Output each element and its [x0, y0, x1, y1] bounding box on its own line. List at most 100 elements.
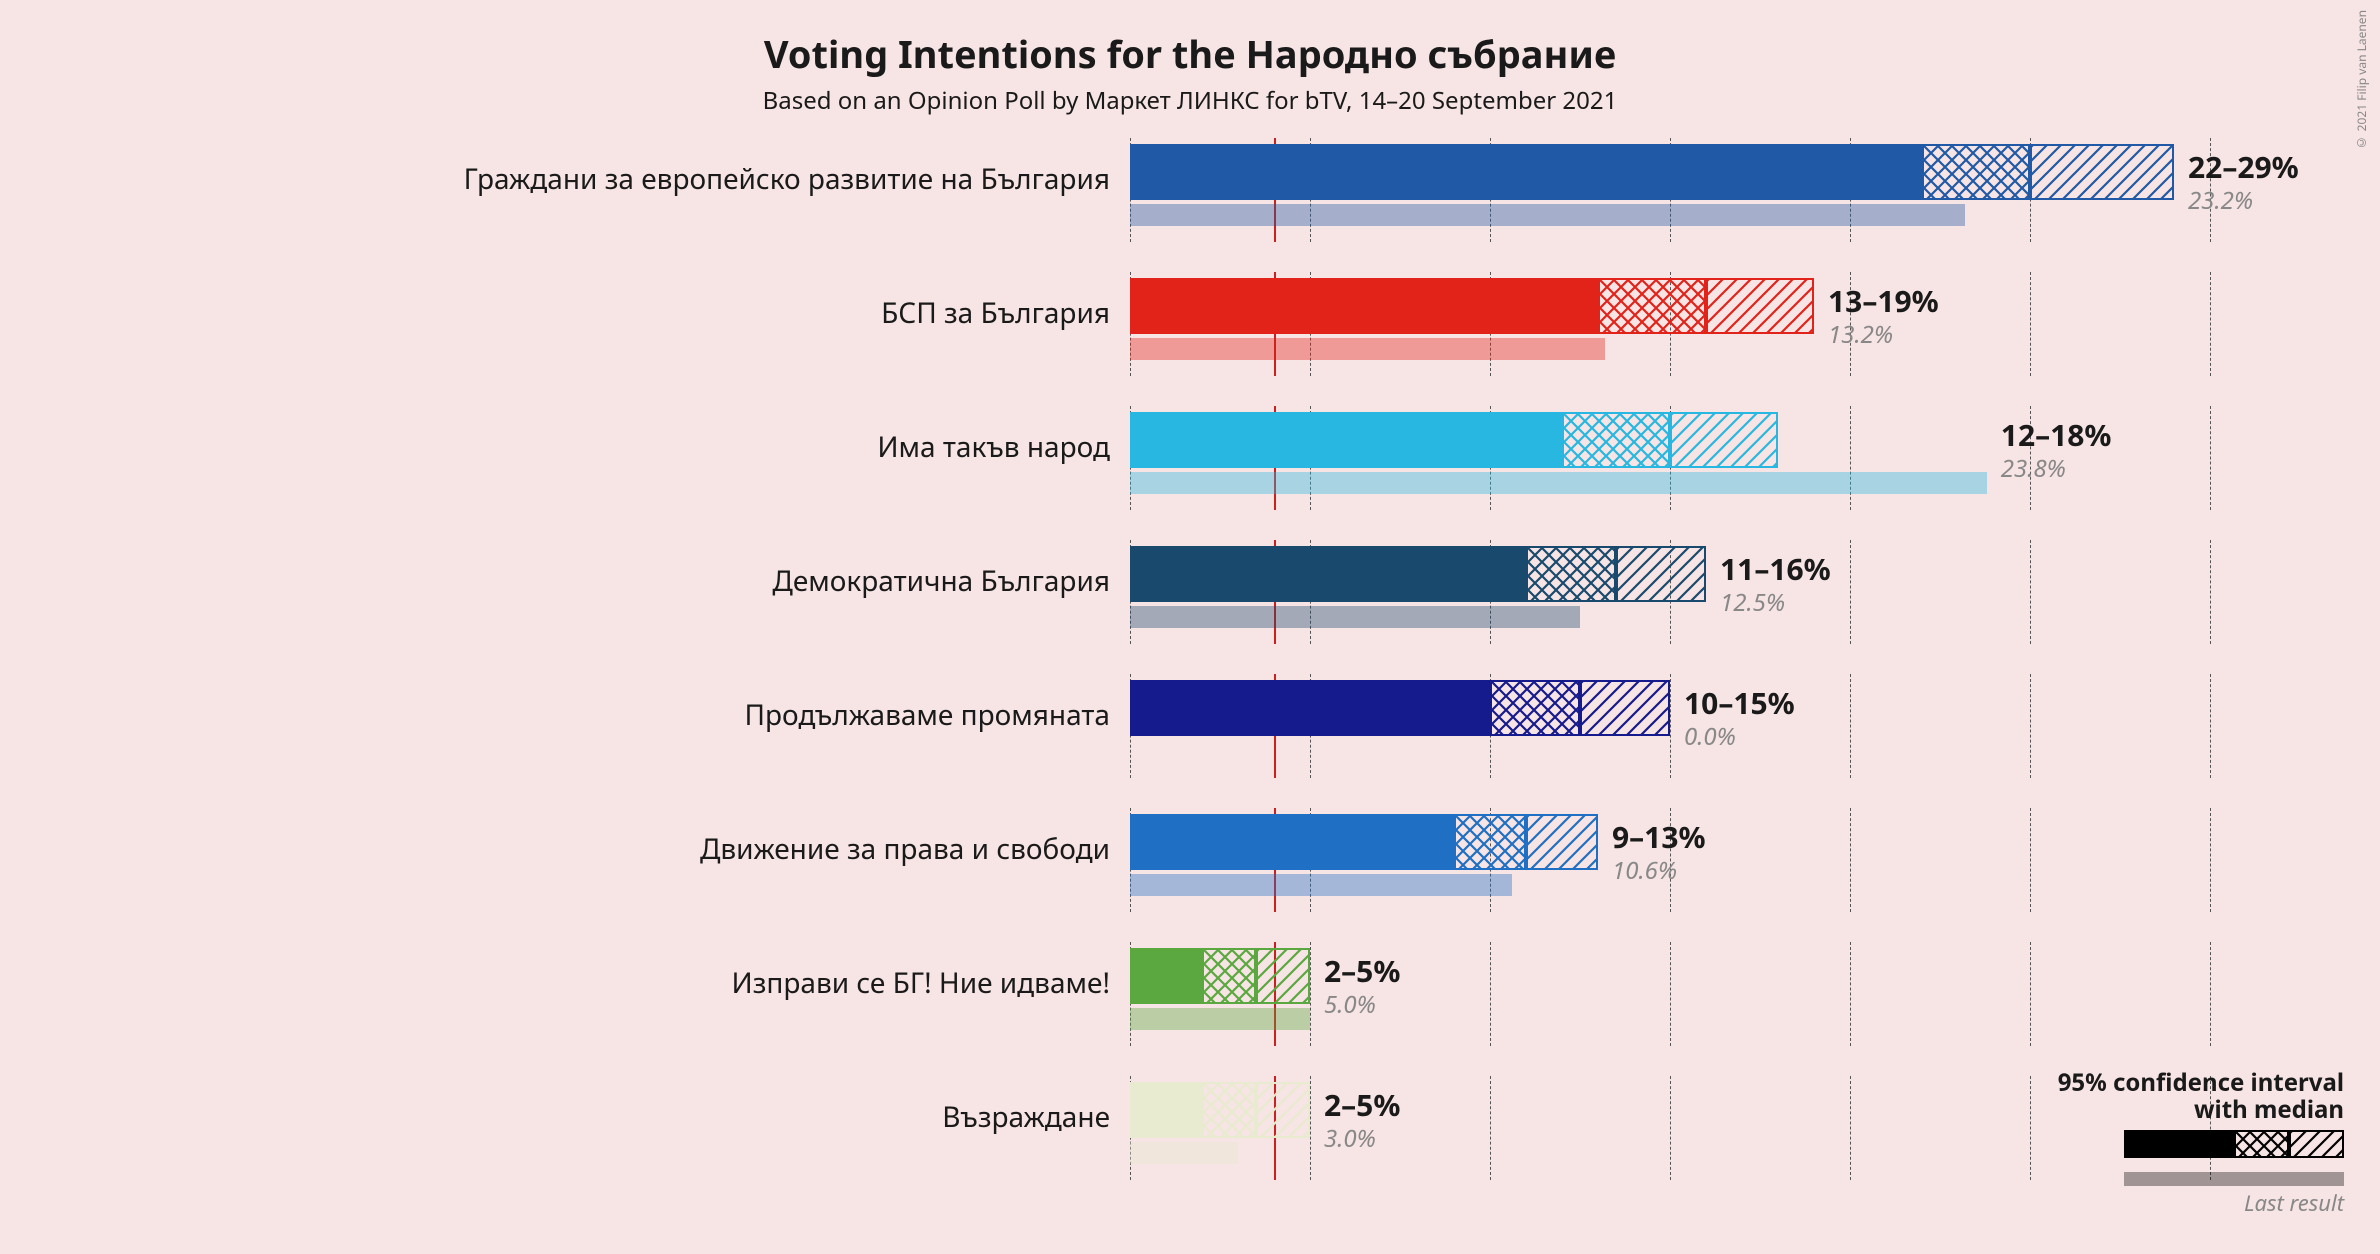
grid-line — [1850, 942, 1851, 1046]
legend-last-bar — [2124, 1172, 2344, 1186]
bar-last-result — [1130, 204, 1965, 226]
value-last: 5.0% — [1324, 988, 1376, 1021]
grid-line — [1310, 942, 1311, 1046]
bar-ci-lower — [1922, 144, 2030, 200]
grid-line — [1670, 674, 1671, 778]
grid-line — [1850, 540, 1851, 644]
party-label: Изправи се БГ! Ние идваме! — [732, 964, 1110, 1002]
bar-ci-upper — [1526, 814, 1598, 870]
grid-line — [1490, 942, 1491, 1046]
legend-segment — [2124, 1130, 2234, 1158]
grid-line — [1850, 406, 1851, 510]
bar-solid — [1130, 546, 1526, 602]
value-range: 2–5% — [1324, 950, 1400, 991]
bar-ci-lower — [1202, 1082, 1256, 1138]
bar-ci-upper — [1256, 948, 1310, 1004]
bar-ci-upper — [1580, 680, 1670, 736]
grid-line — [1310, 1076, 1311, 1180]
bar-last-result — [1130, 874, 1512, 896]
bar-ci-lower — [1526, 546, 1616, 602]
bar-last-result — [1130, 606, 1580, 628]
bar-last-result — [1130, 338, 1605, 360]
party-row: Продължаваме промяната 10–15%0.0% — [0, 666, 2380, 786]
legend-segment — [2289, 1130, 2344, 1158]
grid-line — [2030, 540, 2031, 644]
grid-line — [2210, 406, 2211, 510]
legend-segment — [2234, 1130, 2289, 1158]
value-range: 12–18% — [2001, 414, 2112, 455]
party-row: Граждани за европейско развитие на Бълга… — [0, 130, 2380, 250]
value-range: 22–29% — [2188, 146, 2299, 187]
value-last: 10.6% — [1612, 854, 1677, 887]
bar-ci-lower — [1490, 680, 1580, 736]
value-range: 13–19% — [1828, 280, 1939, 321]
bar-ci-upper — [1256, 1082, 1310, 1138]
bar-ci-lower — [1454, 814, 1526, 870]
grid-line — [2210, 272, 2211, 376]
grid-line — [2210, 540, 2211, 644]
value-last: 0.0% — [1684, 720, 1736, 753]
value-range: 11–16% — [1720, 548, 1831, 589]
value-last: 3.0% — [1324, 1122, 1376, 1155]
party-row: Движение за права и свободи 9–13%10.6% — [0, 800, 2380, 920]
legend-last-label: Last result — [2058, 1188, 2344, 1218]
legend: 95% confidence interval with median Last… — [2058, 1069, 2344, 1218]
value-last: 23.2% — [2188, 184, 2253, 217]
value-range: 2–5% — [1324, 1084, 1400, 1125]
party-label: Има такъв народ — [877, 428, 1110, 466]
grid-line — [2210, 942, 2211, 1046]
party-label: Продължаваме промяната — [744, 696, 1110, 734]
value-last: 13.2% — [1828, 318, 1893, 351]
bar-solid — [1130, 412, 1562, 468]
bar-solid — [1130, 680, 1490, 736]
party-row: Изправи се БГ! Ние идваме! 2–5%5.0% — [0, 934, 2380, 1054]
grid-line — [1850, 808, 1851, 912]
legend-swatch — [2058, 1130, 2344, 1170]
party-label: Граждани за европейско развитие на Бълга… — [464, 160, 1110, 198]
bar-ci-lower — [1202, 948, 1256, 1004]
bar-solid — [1130, 1082, 1202, 1138]
grid-line — [1850, 1076, 1851, 1180]
chart-title: Voting Intentions for the Народно събран… — [0, 0, 2380, 80]
bar-last-result — [1130, 1142, 1238, 1164]
value-last: 23.8% — [2001, 452, 2066, 485]
grid-line — [2030, 942, 2031, 1046]
bar-last-result — [1130, 472, 1987, 494]
legend-ci-line2: with median — [2194, 1093, 2344, 1126]
value-last: 12.5% — [1720, 586, 1785, 619]
bar-ci-upper — [2030, 144, 2174, 200]
grid-line — [2030, 808, 2031, 912]
bar-last-result — [1130, 1008, 1310, 1030]
party-label: Демократична България — [772, 562, 1110, 600]
party-row: Демократична България 11–16%12.5% — [0, 532, 2380, 652]
chart-subtitle: Based on an Opinion Poll by Маркет ЛИНКС… — [0, 84, 2380, 117]
party-row: Възраждане 2–5%3.0% — [0, 1068, 2380, 1188]
grid-line — [2030, 674, 2031, 778]
grid-line — [2210, 808, 2211, 912]
chart-area: Граждани за европейско развитие на Бълга… — [0, 130, 2380, 1210]
bar-solid — [1130, 814, 1454, 870]
party-row: БСП за България 13–19%13.2% — [0, 264, 2380, 384]
bar-ci-upper — [1670, 412, 1778, 468]
grid-line — [2210, 674, 2211, 778]
bar-solid — [1130, 948, 1202, 1004]
party-label: Движение за права и свободи — [700, 830, 1110, 868]
grid-line — [1490, 1076, 1491, 1180]
grid-line — [2030, 1076, 2031, 1180]
value-range: 9–13% — [1612, 816, 1706, 857]
value-range: 10–15% — [1684, 682, 1795, 723]
bar-ci-lower — [1598, 278, 1706, 334]
party-row: Има такъв народ 12–18%23.8% — [0, 398, 2380, 518]
bar-ci-upper — [1616, 546, 1706, 602]
grid-line — [1670, 942, 1671, 1046]
bar-solid — [1130, 278, 1598, 334]
grid-line — [1670, 1076, 1671, 1180]
party-label: Възраждане — [942, 1098, 1110, 1136]
legend-ci-label: 95% confidence interval with median — [2058, 1069, 2344, 1124]
party-label: БСП за България — [881, 294, 1110, 332]
bar-ci-lower — [1562, 412, 1670, 468]
bar-solid — [1130, 144, 1922, 200]
bar-ci-upper — [1706, 278, 1814, 334]
grid-line — [2030, 272, 2031, 376]
grid-line — [1850, 674, 1851, 778]
